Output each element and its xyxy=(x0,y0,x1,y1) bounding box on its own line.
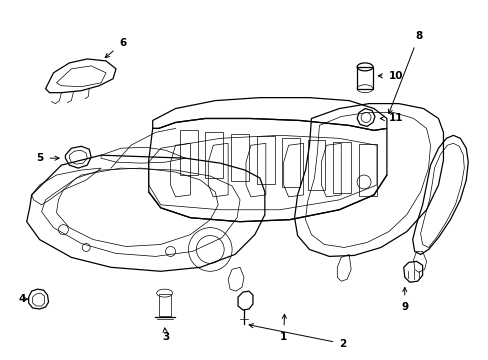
Text: 9: 9 xyxy=(400,287,407,312)
Text: 7: 7 xyxy=(0,359,1,360)
Text: 3: 3 xyxy=(162,328,169,342)
Text: 2: 2 xyxy=(249,324,346,349)
Bar xyxy=(158,294,170,316)
Text: 8: 8 xyxy=(387,31,422,113)
Text: 1: 1 xyxy=(280,314,287,342)
Text: 5: 5 xyxy=(36,153,59,163)
Text: 4: 4 xyxy=(18,294,28,304)
Text: 6: 6 xyxy=(105,38,126,58)
Text: 10: 10 xyxy=(378,71,402,81)
Bar xyxy=(356,67,372,89)
Text: 11: 11 xyxy=(380,113,402,123)
